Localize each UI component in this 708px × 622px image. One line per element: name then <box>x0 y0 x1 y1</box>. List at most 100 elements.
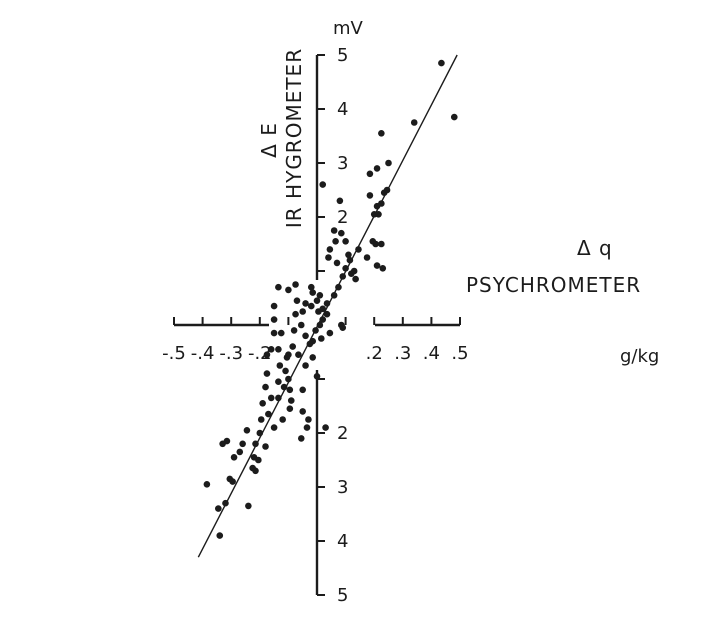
data-point <box>378 200 385 207</box>
data-point <box>322 424 329 431</box>
data-point <box>338 229 345 237</box>
data-point <box>348 270 355 278</box>
data-point <box>295 351 302 359</box>
data-point <box>292 281 299 288</box>
data-point <box>317 335 325 342</box>
data-point <box>255 456 262 464</box>
x-tick-label: -.2 <box>248 343 272 364</box>
data-point <box>313 297 321 305</box>
data-point <box>342 265 349 272</box>
y-tick-label: 3 <box>337 153 348 174</box>
data-point <box>262 383 269 391</box>
data-point <box>323 300 331 307</box>
data-point <box>326 246 334 253</box>
y-tick-label: 2 <box>337 207 348 228</box>
data-point <box>303 424 311 431</box>
data-point <box>243 427 251 434</box>
data-point <box>380 189 388 196</box>
data-point <box>363 254 371 261</box>
data-point <box>270 302 278 310</box>
data-point <box>285 375 292 383</box>
x-tick-label: -.4 <box>191 343 215 364</box>
x-tick-label: .4 <box>423 343 440 364</box>
y-tick-label: 5 <box>337 45 348 66</box>
x-tick-label: -.3 <box>219 343 243 364</box>
y-tick-label: 5 <box>337 585 348 606</box>
axis-tick-labels: -.5 -.4 -.3 -.2 .2 .3 .4 .5 2 3 4 5 2 3 4 5 <box>162 45 468 606</box>
data-point <box>326 329 334 337</box>
data-points <box>203 59 458 539</box>
data-point <box>335 283 342 291</box>
data-point <box>339 324 347 332</box>
data-point <box>330 227 338 234</box>
data-point <box>299 408 307 415</box>
data-point <box>385 159 392 167</box>
data-point <box>319 316 327 323</box>
data-point <box>287 397 295 404</box>
data-point <box>299 386 307 394</box>
data-point <box>275 346 282 353</box>
data-point <box>256 429 264 437</box>
data-point <box>375 211 382 218</box>
y-tick-label: 4 <box>337 99 348 120</box>
x-tick-label: .3 <box>394 343 411 364</box>
data-point <box>316 321 324 329</box>
data-point <box>236 448 244 456</box>
data-point <box>325 254 332 261</box>
data-point <box>332 238 339 245</box>
data-point <box>203 481 211 488</box>
x-tick-label: .5 <box>451 343 468 364</box>
data-point <box>366 170 374 178</box>
data-point <box>283 354 291 361</box>
data-point <box>372 240 379 248</box>
data-point <box>275 394 282 402</box>
data-point <box>355 246 362 253</box>
data-point <box>292 310 299 318</box>
data-point <box>319 181 327 188</box>
data-point <box>309 289 317 296</box>
data-point <box>215 505 222 512</box>
data-point <box>316 292 324 299</box>
data-point <box>275 283 282 291</box>
data-point <box>373 165 381 172</box>
data-point <box>285 286 292 294</box>
data-point <box>352 275 359 283</box>
x-axis-title: Δ q <box>577 236 613 260</box>
data-point <box>323 310 331 318</box>
data-point <box>410 119 418 126</box>
data-point <box>267 346 275 353</box>
data-point <box>262 443 269 450</box>
y-unit-label: mV <box>333 18 364 39</box>
data-point <box>309 354 317 361</box>
y-axis-title: Δ E <box>257 122 281 158</box>
y-axis-subtitle: IR HYGROMETER <box>282 48 306 228</box>
data-point <box>312 327 319 334</box>
data-point <box>276 362 284 369</box>
data-point <box>286 386 294 394</box>
data-point <box>290 327 298 334</box>
data-point <box>280 383 288 391</box>
data-point <box>286 405 294 413</box>
x-tick-label: .2 <box>366 343 383 364</box>
x-tick-label: -.5 <box>162 343 186 364</box>
data-point <box>306 340 314 348</box>
data-point <box>315 308 322 315</box>
data-point <box>342 238 349 245</box>
data-point <box>270 316 278 323</box>
y-tick-label: 3 <box>337 477 348 498</box>
data-point <box>252 440 259 448</box>
data-point <box>297 321 305 329</box>
data-point <box>373 262 381 269</box>
data-point <box>299 308 307 315</box>
data-point <box>378 130 385 137</box>
data-point <box>302 332 309 340</box>
data-point <box>313 373 321 380</box>
data-point <box>379 265 387 272</box>
data-point <box>263 370 271 377</box>
data-point <box>270 424 278 431</box>
data-point <box>263 351 271 359</box>
data-point <box>450 113 458 121</box>
data-point <box>282 367 289 375</box>
data-point <box>333 259 341 267</box>
